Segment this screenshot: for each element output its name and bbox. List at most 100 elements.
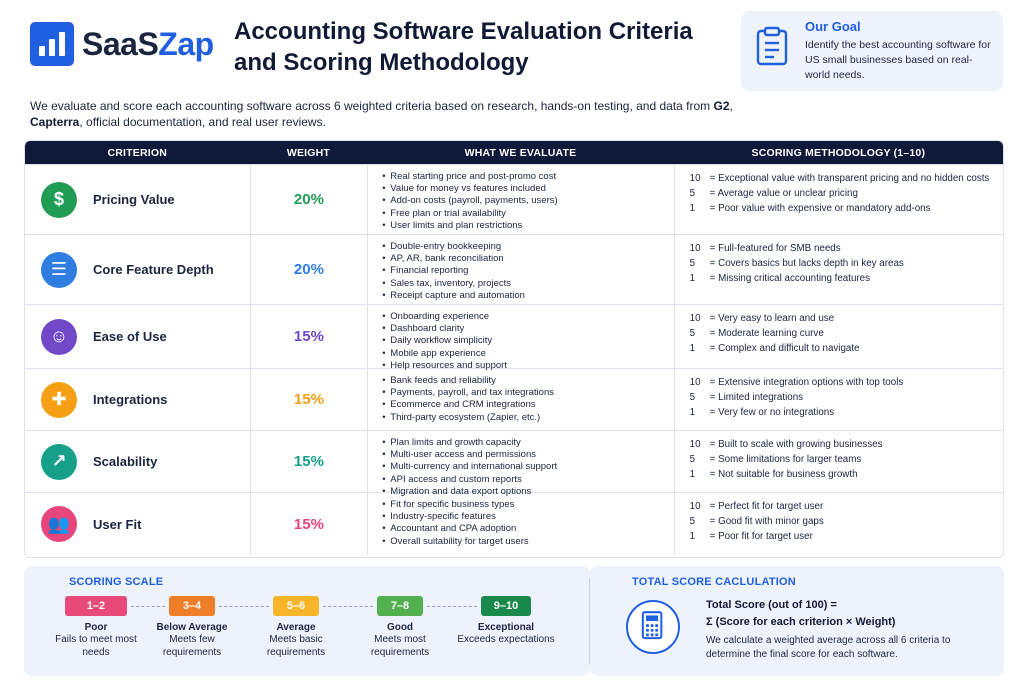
criterion-cell: ☺ Ease of Use — [25, 305, 250, 368]
brand-logo: SaaSZap — [30, 22, 214, 66]
scale-connector — [219, 606, 269, 607]
scale-label: Below Average — [156, 622, 228, 633]
scale-badge: 9–10 — [481, 596, 531, 616]
evaluate-item: Bank feeds and reliability — [382, 375, 673, 387]
score-line: 1 = Poor value with expensive or mandator… — [689, 203, 931, 215]
weight-cell: 20% — [249, 165, 368, 234]
evaluate-item: AP, AR, bank reconciliation — [382, 253, 673, 265]
criterion-name: Ease of Use — [93, 329, 167, 344]
weight-cell: 15% — [249, 369, 368, 430]
evaluate-item: Help resources and support — [382, 360, 673, 372]
table-row: $ Pricing Value 20% Real starting price … — [25, 164, 1003, 234]
scale-item: 9–10 Exceptional Exceeds expectations — [456, 596, 556, 646]
total-score-heading: Total Score (out of 100) = — [706, 599, 837, 611]
criterion-name: User Fit — [93, 516, 142, 532]
goal-text: Identify the best accounting software fo… — [805, 39, 991, 81]
evaluate-item: Plan limits and growth capacity — [382, 437, 673, 449]
scale-description: Meets most requirements — [370, 634, 430, 658]
scale-badge: 1–2 — [65, 596, 127, 616]
score-line: 10 = Full-featured for SMB needs — [689, 243, 841, 254]
score-line: 10 = Extensive integration options with t… — [689, 377, 904, 388]
scale-connector — [427, 606, 477, 607]
growth-chart-icon: ↗ — [41, 443, 77, 480]
list-icon: ☰ — [41, 251, 77, 288]
scale-label: Exceptional — [477, 622, 535, 633]
header-evaluate: WHAT WE EVALUATE — [464, 146, 577, 159]
evaluate-item: Third-party ecosystem (Zapier, etc.) — [382, 412, 673, 424]
scale-description: Meets few requirements — [162, 634, 222, 658]
table-row: 👥 User Fit 15% Fit for specific business… — [25, 492, 1003, 555]
evaluate-item: Value for money vs features included — [382, 183, 673, 195]
evaluate-item: Receipt capture and automation — [382, 290, 673, 302]
score-line: 5 = Good fit with minor gaps — [689, 516, 824, 528]
scoring-cell: 10 = Exceptional value with transparent p… — [673, 165, 1003, 234]
score-line: 5 = Covers basics but lacks depth in key … — [689, 258, 904, 270]
header-scoring: SCORING METHODOLOGY (1–10) — [751, 146, 926, 159]
score-line: 5 = Some limitations for larger teams — [689, 454, 862, 466]
scoring-scale-panel: SCORING SCALE 1–2 Poor Fails to meet mos… — [24, 566, 590, 676]
evaluate-item: Free plan or trial availability — [382, 208, 673, 220]
score-line: 1 = Not suitable for business growth — [689, 469, 858, 481]
scale-connector — [131, 606, 165, 607]
evaluate-item: Dashboard clarity — [382, 323, 673, 335]
evaluate-item: Multi-user access and permissions — [382, 449, 673, 461]
evaluate-cell: Plan limits and growth capacityMulti-use… — [367, 431, 673, 498]
scale-label: Good — [386, 622, 414, 633]
evaluate-item: Multi-currency and international support — [382, 461, 673, 473]
header-criterion: CRITERION — [107, 146, 168, 159]
weight-cell: 15% — [249, 431, 368, 492]
evaluate-cell: Real starting price and post-promo costV… — [367, 165, 673, 234]
table-body: $ Pricing Value 20% Real starting price … — [25, 164, 1003, 555]
scoring-cell: 10 = Extensive integration options with t… — [673, 369, 1003, 430]
evaluate-item: API access and custom reports — [382, 474, 673, 486]
brand-name: SaaSZap — [82, 25, 214, 62]
score-line: 1 = Complex and difficult to navigate — [689, 343, 860, 355]
score-line: 5 = Average value or unclear pricing — [689, 188, 858, 200]
criterion-cell: ☰ Core Feature Depth — [25, 235, 250, 304]
scale-description: Fails to meet most needs — [55, 634, 137, 658]
scale-badge: 5–6 — [273, 596, 319, 616]
smiley-icon: ☺ — [41, 318, 77, 355]
source-g2: G2 — [713, 99, 730, 113]
total-score-description: We calculate a weighted average across a… — [706, 635, 951, 660]
evaluate-item: Double-entry bookkeeping — [382, 241, 673, 253]
users-icon: 👥 — [41, 506, 77, 542]
total-score-title: TOTAL SCORE CACLULATION — [632, 576, 796, 588]
clipboard-icon — [756, 26, 788, 66]
table-row: ↗ Scalability 15% Plan limits and growth… — [25, 430, 1003, 498]
evaluate-item: Onboarding experience — [382, 311, 673, 323]
evaluate-cell: Fit for specific business typesIndustry-… — [367, 493, 673, 555]
page-title: Accounting Software Evaluation Criteria … — [234, 18, 693, 76]
evaluate-item: Add-on costs (payroll, payments, users) — [382, 195, 673, 207]
score-line: 10 = Perfect fit for target user — [689, 501, 824, 512]
source-capterra: Capterra — [30, 115, 80, 129]
score-line: 10 = Exceptional value with transparent p… — [689, 173, 990, 184]
criterion-name: Integrations — [93, 392, 168, 407]
scale-connector — [323, 606, 373, 607]
score-line: 5 = Moderate learning curve — [689, 328, 824, 340]
scale-item: 7–8 Good Meets most requirements — [350, 596, 450, 659]
total-score-panel: TOTAL SCORE CACLULATION Total Score (out… — [590, 566, 1004, 676]
bar-chart-icon — [30, 22, 74, 66]
table-row: ✚ Integrations 15% Bank feeds and reliab… — [25, 368, 1003, 430]
score-line: 1 = Poor fit for target user — [689, 531, 813, 543]
score-line: 10 = Very easy to learn and use — [689, 313, 835, 324]
evaluate-item: Daily workflow simplicity — [382, 335, 673, 347]
table-header: CRITERION WEIGHT WHAT WE EVALUATE SCORIN… — [25, 141, 1003, 164]
score-line: 1 = Missing critical accounting features — [689, 273, 871, 285]
evaluate-item: Overall suitability for target users — [382, 536, 673, 548]
criterion-cell: ↗ Scalability — [25, 431, 250, 492]
scale-badge: 3–4 — [169, 596, 215, 616]
table-row: ☺ Ease of Use 15% Onboarding experienceD… — [25, 304, 1003, 372]
evaluate-item: Payments, payroll, and tax integrations — [382, 387, 673, 399]
score-line: 10 = Built to scale with growing business… — [689, 439, 883, 450]
evaluate-cell: Bank feeds and reliabilityPayments, payr… — [367, 369, 673, 430]
evaluate-item: Mobile app experience — [382, 348, 673, 360]
scoring-cell: 10 = Full-featured for SMB needs 5 = Covers… — [673, 235, 1003, 304]
evaluate-item: Financial reporting — [382, 265, 673, 277]
evaluate-cell: Double-entry bookkeepingAP, AR, bank rec… — [367, 235, 673, 304]
scale-label: Poor — [84, 622, 108, 633]
criteria-table: CRITERION WEIGHT WHAT WE EVALUATE SCORIN… — [24, 140, 1004, 558]
evaluate-cell: Onboarding experienceDashboard clarityDa… — [367, 305, 673, 372]
score-line: 1 = Very few or no integrations — [689, 407, 835, 419]
